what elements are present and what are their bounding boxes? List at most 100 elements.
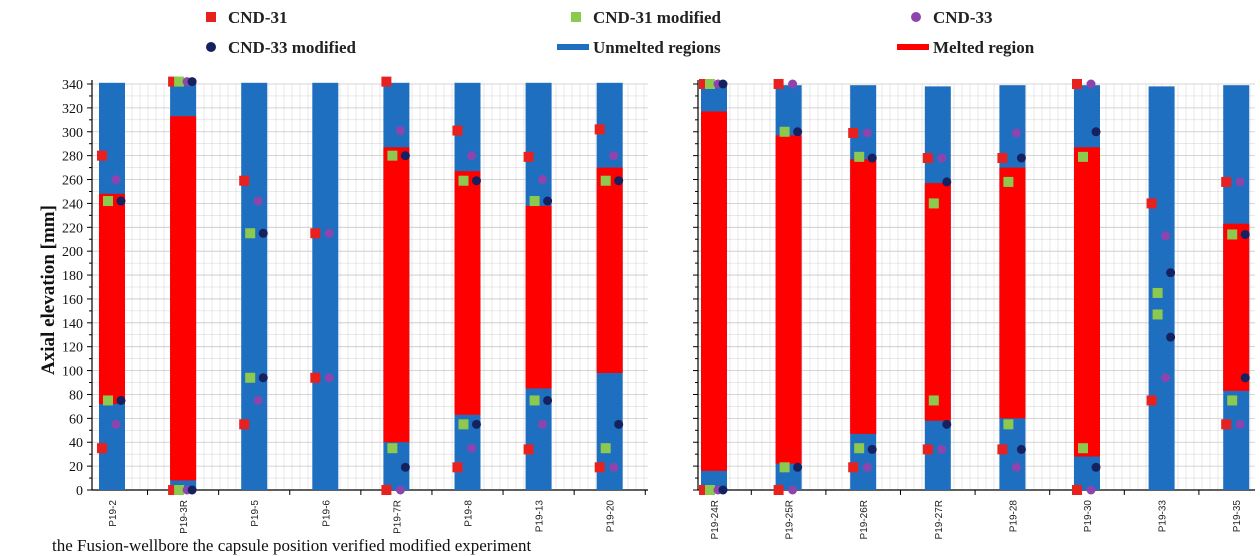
marker-cnd31-modified bbox=[705, 79, 715, 89]
marker-cnd33 bbox=[467, 151, 476, 161]
marker-cnd31 bbox=[1146, 395, 1157, 406]
legend-marker-circle bbox=[911, 12, 921, 22]
marker-cnd33 bbox=[111, 175, 121, 185]
marker-cnd33 bbox=[1235, 177, 1245, 187]
marker-cnd31-modified bbox=[245, 372, 256, 383]
legend-marker-bar bbox=[897, 44, 929, 50]
marker-cnd33 bbox=[1161, 373, 1171, 383]
marker-cnd33-modified bbox=[116, 196, 126, 206]
x-category-label: P19-13 bbox=[535, 500, 546, 533]
marker-cnd33-modified bbox=[867, 444, 877, 454]
marker-cnd31 bbox=[452, 462, 463, 473]
legend-marker-circle bbox=[206, 42, 216, 52]
y-tick-label: 60 bbox=[69, 412, 83, 427]
chart-panel-right: P19-24R P19-25R P19-26R P19-27R P19-28 P19-30… bbox=[693, 79, 1255, 539]
x-category-label: P19-24R bbox=[710, 500, 721, 539]
marker-cnd33-modified bbox=[942, 177, 952, 187]
x-category-label: P19-6 bbox=[321, 500, 332, 527]
y-tick-label: 320 bbox=[62, 102, 83, 117]
marker-cnd33-modified bbox=[1016, 444, 1026, 454]
marker-cnd31-modified bbox=[103, 196, 113, 207]
marker-cnd33-modified bbox=[1166, 332, 1176, 342]
marker-cnd33-modified bbox=[1016, 153, 1026, 163]
legend: CND-31 CND-31 modified CND-33 CND-33 modifi… bbox=[206, 8, 1035, 57]
x-category-label: P19-3R bbox=[179, 500, 190, 534]
marker-cnd31 bbox=[594, 462, 605, 473]
y-tick-label: 20 bbox=[69, 460, 83, 475]
melted-bar bbox=[454, 171, 481, 415]
marker-cnd31-modified bbox=[458, 419, 469, 430]
marker-cnd31-modified bbox=[600, 443, 611, 454]
x-category-label: P19-7R bbox=[392, 500, 403, 534]
y-tick-label: 40 bbox=[69, 436, 83, 451]
legend-label: Unmelted regions bbox=[593, 38, 721, 57]
x-category-label: P19-20 bbox=[606, 500, 617, 533]
y-tick-label: 80 bbox=[69, 388, 83, 403]
marker-cnd31-modified bbox=[387, 443, 398, 454]
melted-bar bbox=[99, 193, 125, 405]
marker-cnd33-modified bbox=[1240, 373, 1250, 383]
marker-cnd33 bbox=[788, 79, 798, 89]
marker-cnd33-modified bbox=[718, 485, 728, 495]
melted-bar bbox=[924, 183, 951, 421]
x-category-label: P19-27R bbox=[934, 500, 945, 539]
x-category-label: P19-28 bbox=[1008, 500, 1019, 533]
y-axis-label: Axial elevation [mm] bbox=[38, 205, 59, 375]
marker-cnd31 bbox=[848, 127, 859, 138]
marker-cnd33 bbox=[937, 444, 947, 454]
marker-cnd33 bbox=[324, 228, 334, 238]
legend-marker-square bbox=[571, 12, 581, 22]
marker-cnd33-modified bbox=[543, 395, 553, 405]
marker-cnd33 bbox=[253, 196, 263, 206]
marker-cnd31-modified bbox=[1078, 151, 1088, 162]
melted-bar bbox=[1223, 223, 1250, 391]
melted-bar bbox=[999, 167, 1026, 419]
marker-cnd31 bbox=[523, 444, 534, 455]
marker-cnd33 bbox=[111, 419, 121, 429]
y-tick-label: 0 bbox=[76, 484, 83, 499]
marker-cnd31 bbox=[310, 228, 321, 239]
marker-cnd31-modified bbox=[928, 198, 939, 209]
marker-cnd31-modified bbox=[529, 196, 540, 207]
marker-cnd33-modified bbox=[1166, 268, 1176, 278]
marker-cnd31 bbox=[922, 153, 933, 164]
y-tick-label: 280 bbox=[62, 150, 83, 165]
x-category-label: P19-25R bbox=[785, 500, 796, 539]
marker-cnd31-modified bbox=[1227, 229, 1238, 240]
marker-cnd33 bbox=[862, 462, 872, 472]
y-tick-label: 180 bbox=[62, 269, 83, 284]
x-category-label: P19-33 bbox=[1158, 500, 1169, 533]
marker-cnd31-modified bbox=[928, 395, 939, 406]
marker-cnd31-modified bbox=[779, 126, 790, 137]
marker-cnd31 bbox=[239, 419, 250, 430]
marker-cnd31 bbox=[848, 462, 859, 473]
marker-cnd33-modified bbox=[1091, 462, 1101, 472]
marker-cnd33 bbox=[609, 462, 619, 472]
y-tick-label: 100 bbox=[62, 365, 83, 380]
marker-cnd31-modified bbox=[1152, 309, 1163, 320]
marker-cnd33 bbox=[395, 485, 405, 495]
y-tick-label: 160 bbox=[62, 293, 83, 308]
marker-cnd31 bbox=[310, 372, 321, 383]
marker-cnd31 bbox=[773, 485, 784, 495]
marker-cnd33 bbox=[1011, 128, 1021, 138]
y-tick-label: 340 bbox=[62, 78, 83, 93]
marker-cnd33 bbox=[253, 395, 263, 405]
marker-cnd31-modified bbox=[1227, 395, 1238, 406]
marker-cnd33 bbox=[324, 373, 334, 383]
melted-bar bbox=[170, 116, 197, 481]
marker-cnd31 bbox=[97, 443, 107, 454]
marker-cnd33-modified bbox=[472, 176, 481, 186]
marker-cnd31 bbox=[1221, 176, 1232, 187]
marker-cnd31 bbox=[773, 79, 784, 89]
marker-cnd33 bbox=[538, 419, 548, 429]
marker-cnd31 bbox=[168, 485, 179, 495]
marker-cnd33-modified bbox=[867, 153, 877, 163]
x-category-label: P19-2 bbox=[108, 500, 119, 527]
marker-cnd31 bbox=[997, 153, 1008, 164]
marker-cnd31 bbox=[97, 150, 107, 161]
marker-cnd31 bbox=[699, 79, 709, 89]
marker-cnd31 bbox=[922, 444, 933, 455]
marker-cnd31-modified bbox=[1152, 287, 1163, 298]
marker-cnd33-modified bbox=[187, 485, 197, 495]
